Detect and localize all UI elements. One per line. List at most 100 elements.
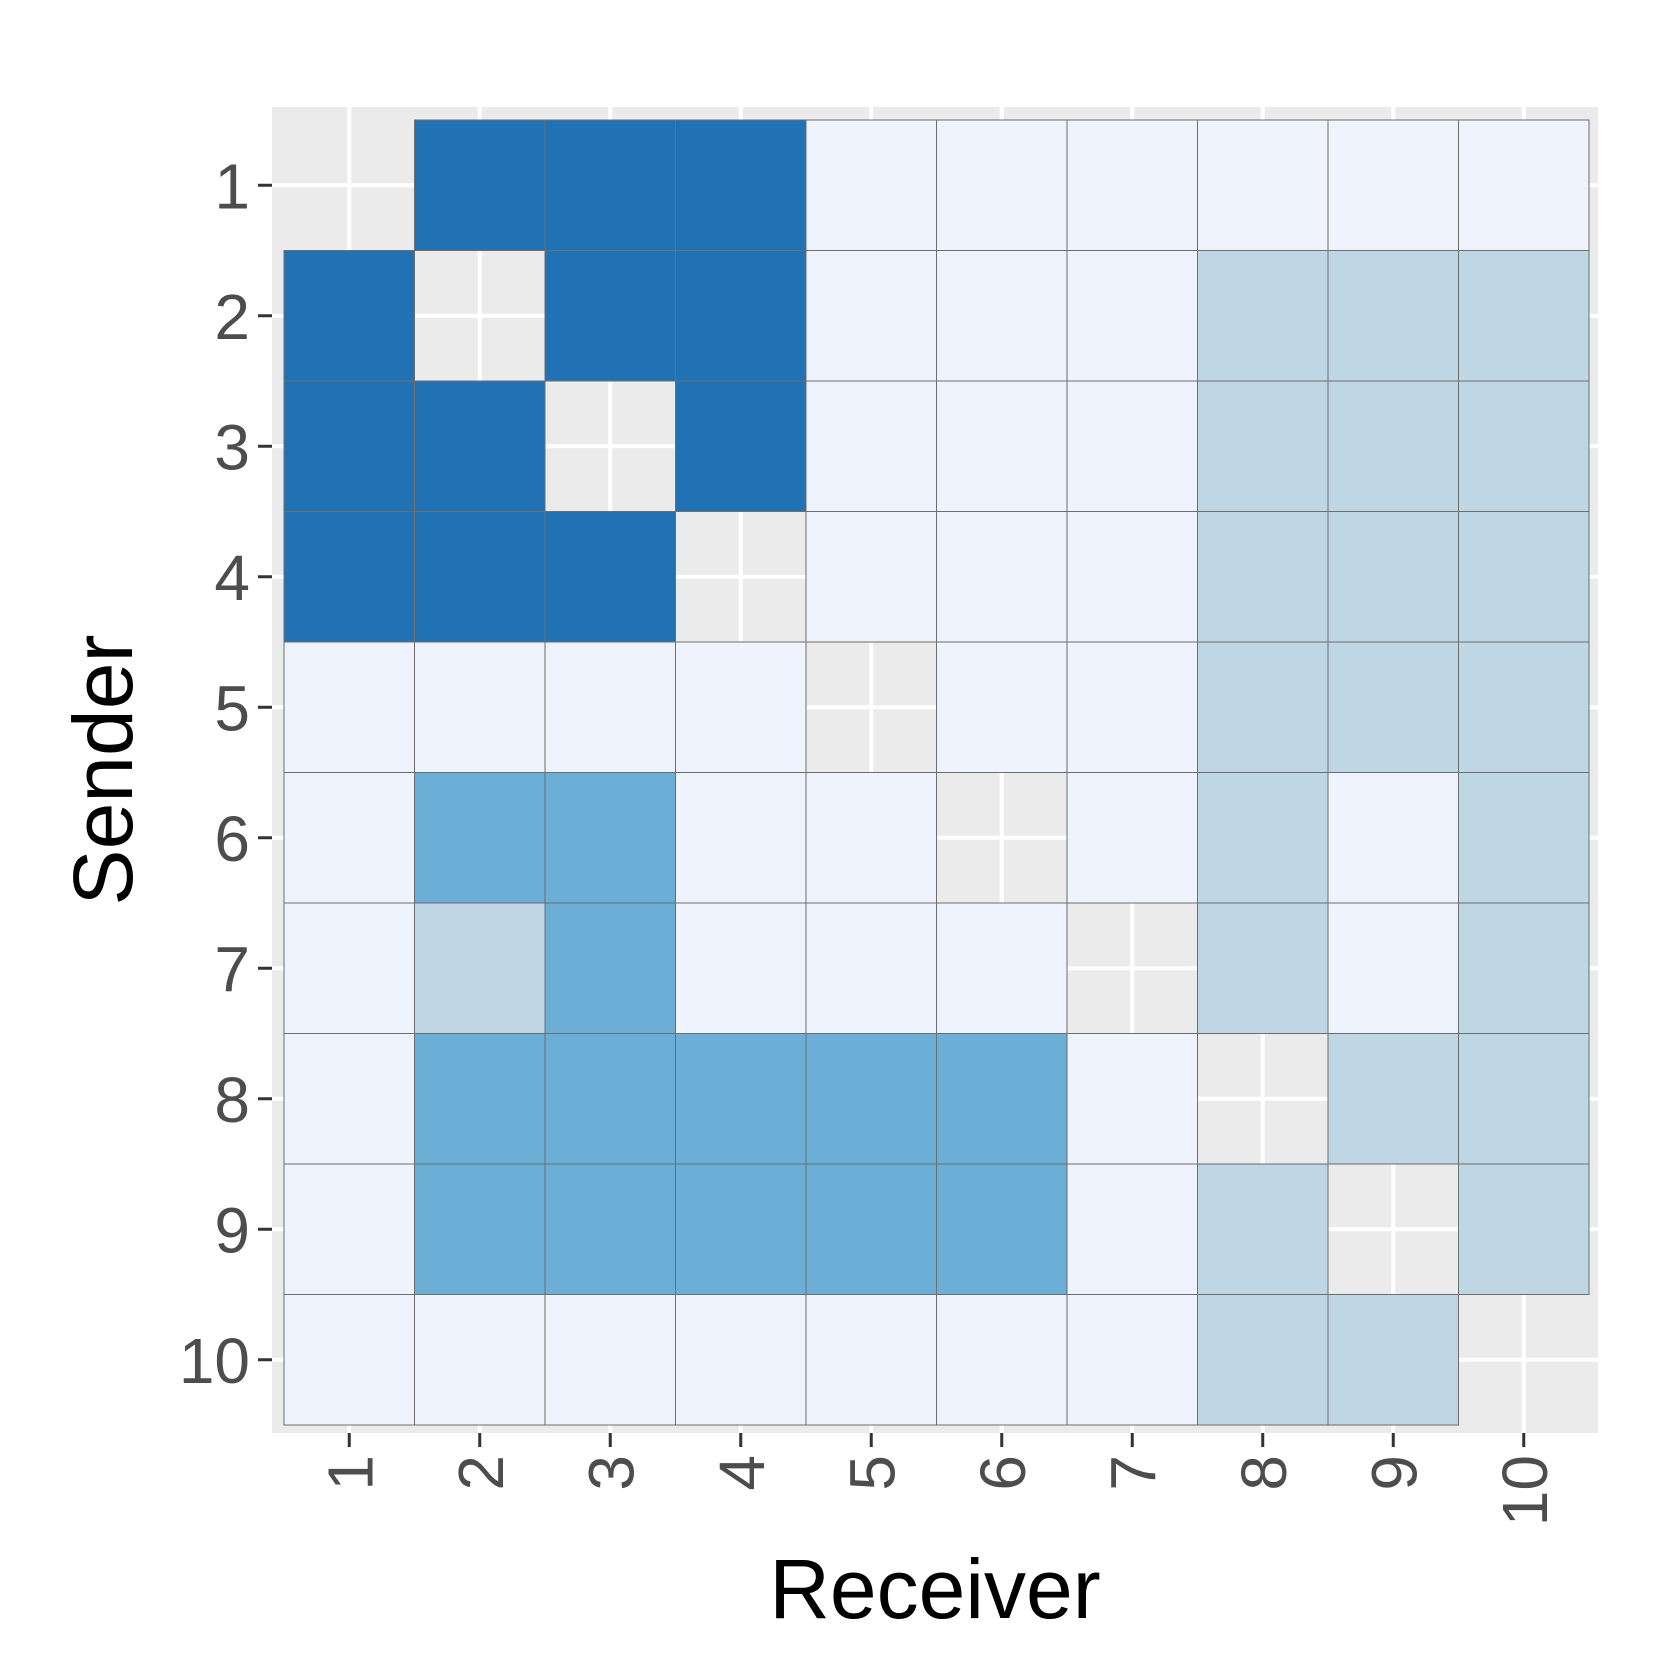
x-tick-label: 8 [1228, 1455, 1300, 1491]
heatmap-cell [1066, 511, 1198, 643]
heatmap-cell [414, 902, 546, 1034]
y-axis-title: Sender [56, 635, 150, 906]
heatmap-cell [283, 380, 415, 512]
heatmap-cell [1458, 380, 1590, 512]
heatmap-cell [936, 380, 1068, 512]
heatmap-cell [936, 511, 1068, 643]
heatmap-cell [675, 772, 807, 904]
heatmap-cell [283, 511, 415, 643]
heatmap-cell [283, 902, 415, 1034]
heatmap-cell [283, 250, 415, 382]
heatmap-cell [544, 1163, 676, 1295]
heatmap-cell [1458, 250, 1590, 382]
heatmap-cell [1458, 119, 1590, 251]
heatmap-cell [675, 119, 807, 251]
heatmap-cell [544, 902, 676, 1034]
heatmap-cell [414, 772, 546, 904]
heatmap-cell [1327, 380, 1459, 512]
x-tick-label: 6 [967, 1455, 1039, 1491]
heatmap-cell [1327, 641, 1459, 773]
x-axis-title: Receiver [769, 1542, 1100, 1636]
y-tick-label: 5 [214, 672, 250, 744]
heatmap-cell [1066, 641, 1198, 773]
heatmap-cell [936, 119, 1068, 251]
heatmap-cell [1197, 641, 1329, 773]
y-tick-label: 9 [214, 1194, 250, 1266]
heatmap-cell [1197, 902, 1329, 1034]
heatmap-cell [936, 641, 1068, 773]
y-tick-label: 6 [214, 803, 250, 875]
heatmap-cell [544, 1033, 676, 1165]
heatmap-cell [1197, 1163, 1329, 1295]
heatmap-cell [283, 772, 415, 904]
heatmap-cell [805, 511, 937, 643]
x-axis: 1 2 3 4 5 6 7 8 9 10 [314, 1433, 1561, 1526]
heatmap-cell [1327, 119, 1459, 251]
y-tick-label: 3 [214, 411, 250, 483]
heatmap-cell [675, 1294, 807, 1426]
heatmap-cell [805, 772, 937, 904]
heatmap-cell [805, 1033, 937, 1165]
x-tick-label: 2 [445, 1455, 517, 1491]
heatmap-cell [1066, 380, 1198, 512]
heatmap-cell [544, 250, 676, 382]
y-axis: 1 2 3 4 5 6 7 8 9 10 [179, 150, 272, 1397]
x-tick-label: 9 [1358, 1455, 1430, 1491]
x-tick-label: 3 [575, 1455, 647, 1491]
y-tick-label: 4 [214, 542, 250, 614]
heatmap-cell [414, 380, 546, 512]
heatmap-cell [936, 250, 1068, 382]
heatmap-cell [1197, 250, 1329, 382]
heatmap-cell [1197, 1294, 1329, 1426]
heatmap-cell [805, 1294, 937, 1426]
y-tick-label: 2 [214, 281, 250, 353]
heatmap-cell [1197, 119, 1329, 251]
heatmap-cell [414, 641, 546, 773]
heatmap-cell [283, 1033, 415, 1165]
y-tick-label: 10 [179, 1325, 250, 1397]
heatmap-cell [544, 119, 676, 251]
y-tick-label: 8 [214, 1064, 250, 1136]
heatmap-cell [675, 380, 807, 512]
heatmap-cell [1066, 1163, 1198, 1295]
heatmap-cell [414, 1033, 546, 1165]
heatmap-cell [1327, 1033, 1459, 1165]
heatmap-cell [1066, 1294, 1198, 1426]
heatmap-cell [1327, 772, 1459, 904]
heatmap-cell [1066, 1033, 1198, 1165]
heatmap-cell [1327, 250, 1459, 382]
heatmap-cell [1458, 641, 1590, 773]
heatmap-cell [675, 1163, 807, 1295]
heatmap-cell [1458, 902, 1590, 1034]
heatmap-cell [1327, 511, 1459, 643]
heatmap-cell [414, 511, 546, 643]
heatmap-cell [1458, 772, 1590, 904]
heatmap-cell [1458, 511, 1590, 643]
heatmap-cell [936, 902, 1068, 1034]
heatmap-cell [414, 119, 546, 251]
heatmap-cell [1327, 1294, 1459, 1426]
heatmap-cell [936, 1033, 1068, 1165]
heatmap-cell [1197, 511, 1329, 643]
heatmap-cell [675, 902, 807, 1034]
heatmap-cell [675, 250, 807, 382]
x-tick-label: 10 [1489, 1455, 1561, 1526]
heatmap-cell [414, 1294, 546, 1426]
heatmap-cell [805, 119, 937, 251]
heatmap-cell [283, 641, 415, 773]
heatmap-cell [1066, 119, 1198, 251]
heatmap-cell [283, 1163, 415, 1295]
heatmap-cell [544, 641, 676, 773]
heatmap-cell [1458, 1033, 1590, 1165]
heatmap-cell [544, 1294, 676, 1426]
heatmap-cell [544, 772, 676, 904]
heatmap-cells [283, 119, 1590, 1426]
x-tick-label: 1 [314, 1455, 386, 1491]
y-tick-label: 1 [214, 150, 250, 222]
heatmap-cell [1066, 772, 1198, 904]
x-tick-label: 5 [836, 1455, 908, 1491]
heatmap-cell [675, 1033, 807, 1165]
heatmap-cell [805, 250, 937, 382]
heatmap-cell [936, 1294, 1068, 1426]
